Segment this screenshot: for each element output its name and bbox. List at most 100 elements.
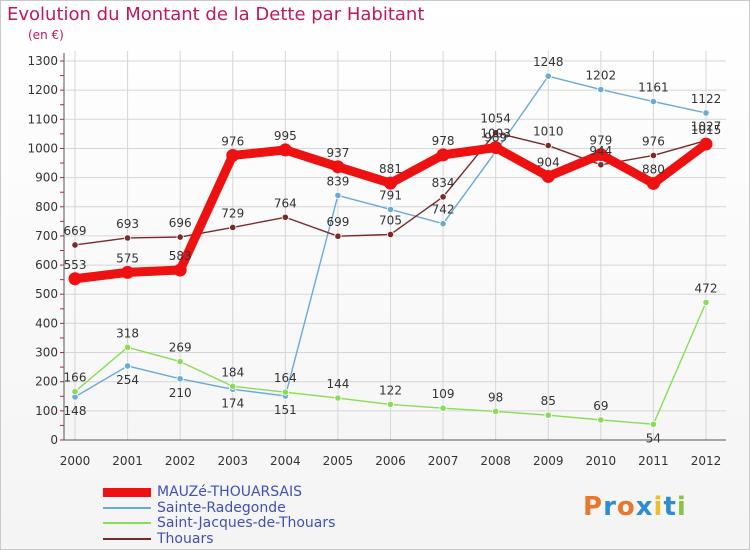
legend-label: MAUZé-THOUARSAIS xyxy=(157,484,303,500)
data-point xyxy=(226,148,240,162)
y-tick-label: 500 xyxy=(35,287,58,301)
data-point xyxy=(334,232,342,240)
data-point xyxy=(278,143,292,157)
logo-letter: t xyxy=(663,492,677,522)
x-tick-label: 2010 xyxy=(586,454,617,468)
data-point xyxy=(386,205,395,213)
data-label: 881 xyxy=(379,162,402,176)
data-label: 98 xyxy=(488,390,503,404)
data-point xyxy=(541,169,555,183)
data-label: 1202 xyxy=(586,69,617,83)
data-point xyxy=(71,241,79,249)
data-point xyxy=(439,193,447,201)
data-point xyxy=(646,176,660,190)
data-point xyxy=(436,148,450,162)
x-tick-label: 2000 xyxy=(60,454,91,468)
data-label: 976 xyxy=(642,134,665,148)
data-label: 978 xyxy=(432,134,455,148)
y-tick-label: 1000 xyxy=(27,141,58,155)
legend-item: Thouars xyxy=(103,531,214,547)
data-label: 880 xyxy=(642,162,665,176)
x-tick-label: 2011 xyxy=(638,454,669,468)
y-tick-label: 100 xyxy=(35,404,58,418)
data-label: 164 xyxy=(274,371,297,385)
data-point xyxy=(597,85,605,94)
data-point xyxy=(384,176,397,190)
y-tick-label: 800 xyxy=(35,200,58,214)
data-label: 989 xyxy=(484,131,507,145)
legend-swatch xyxy=(103,522,151,524)
data-label: 979 xyxy=(589,134,612,148)
data-labels: 553 575 583 976 995 937 881 978 1003 904 979 880 101… xyxy=(64,55,722,445)
data-point xyxy=(123,234,132,242)
data-point xyxy=(649,420,658,428)
data-label: 254 xyxy=(116,373,139,387)
legend-label: Thouars xyxy=(157,530,214,547)
legend-swatch xyxy=(103,506,151,509)
y-tick-label: 0 xyxy=(50,433,58,447)
data-label: 1010 xyxy=(533,125,564,139)
x-tick-label: 2002 xyxy=(165,454,196,468)
data-label: 742 xyxy=(432,203,455,217)
logo-letter: P xyxy=(583,492,604,522)
data-point xyxy=(544,141,552,150)
data-label: 583 xyxy=(169,249,192,263)
data-point xyxy=(229,382,237,390)
logo-letter: x xyxy=(635,492,654,522)
data-label: 144 xyxy=(326,377,349,391)
x-tick-label: 2012 xyxy=(691,454,722,468)
x-tick-label: 2005 xyxy=(323,454,354,468)
legend-item: Saint-Jacques-de-Thouars xyxy=(103,515,335,531)
data-label: 995 xyxy=(274,129,297,143)
data-point xyxy=(176,357,184,366)
series-lines xyxy=(68,72,713,428)
data-label: 839 xyxy=(326,174,349,188)
x-tick-label: 2007 xyxy=(428,454,459,468)
x-tick-label: 2006 xyxy=(375,454,406,468)
legend-item: MAUZé-THOUARSAIS xyxy=(103,484,302,500)
chart-title: Evolution du Montant de la Dette par Hab… xyxy=(7,4,425,25)
data-point xyxy=(176,375,184,383)
data-label: 693 xyxy=(116,217,139,231)
legend-item: Sainte-Radegonde xyxy=(103,500,286,516)
legend-label: Sainte-Radegonde xyxy=(157,499,286,516)
data-label: 705 xyxy=(379,213,402,227)
legend-swatch xyxy=(103,537,151,540)
y-tick-label: 1100 xyxy=(27,112,58,126)
data-point xyxy=(544,72,552,80)
data-label: 69 xyxy=(593,399,608,413)
data-label: 472 xyxy=(695,281,718,295)
data-label: 318 xyxy=(116,326,139,340)
data-label: 834 xyxy=(432,176,455,190)
data-label: 904 xyxy=(537,155,560,169)
data-label: 944 xyxy=(589,144,612,158)
data-label: 937 xyxy=(326,146,349,160)
data-label: 699 xyxy=(326,215,349,229)
data-label: 791 xyxy=(379,188,402,202)
x-tick-label: 2003 xyxy=(217,454,248,468)
x-tick-label: 2009 xyxy=(533,454,564,468)
grid-lines xyxy=(65,51,726,441)
data-point xyxy=(68,272,82,286)
data-point xyxy=(439,404,447,412)
data-label: 151 xyxy=(274,403,297,417)
logo-letter: o xyxy=(616,492,636,522)
legend-swatch xyxy=(103,487,151,497)
data-label: 1122 xyxy=(691,92,722,106)
data-point xyxy=(492,407,500,416)
data-point xyxy=(123,362,132,370)
chart-unit: (en €) xyxy=(28,28,64,42)
data-point xyxy=(489,141,503,155)
data-point xyxy=(386,230,395,239)
data-label: 269 xyxy=(169,341,192,355)
data-point xyxy=(334,191,342,199)
y-tick-label: 200 xyxy=(35,375,58,389)
data-label: 148 xyxy=(64,404,87,418)
data-point xyxy=(229,223,237,232)
logo-letter: i xyxy=(676,492,687,522)
proxiti-logo: Proxiti xyxy=(583,492,687,522)
data-label: 184 xyxy=(221,365,244,379)
data-point xyxy=(173,263,187,277)
data-label: 1248 xyxy=(533,55,564,69)
